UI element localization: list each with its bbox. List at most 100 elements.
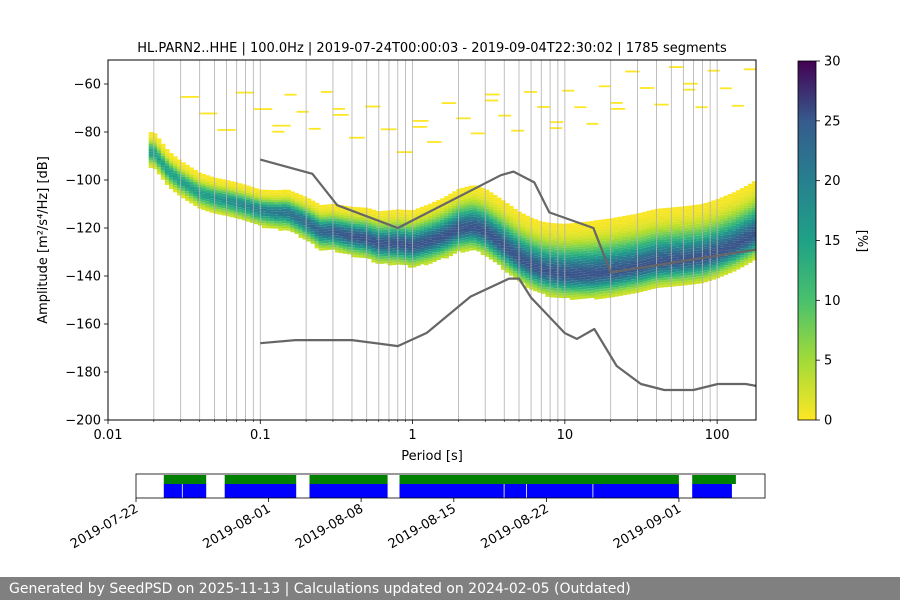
heatmap-cell <box>513 213 518 217</box>
heatmap-cell <box>561 252 567 255</box>
heatmap-cell <box>245 197 251 200</box>
heatmap-cell <box>440 251 445 254</box>
heatmap-cell <box>391 257 397 261</box>
heatmap-cell <box>521 228 526 231</box>
heatmap-cell <box>338 217 344 220</box>
heatmap-cell <box>658 215 664 219</box>
heatmap-cell <box>181 191 186 194</box>
heatmap-cell <box>355 245 360 248</box>
heatmap-cell <box>594 289 599 293</box>
heatmap-cell <box>695 235 700 239</box>
heatmap-cell <box>343 232 348 235</box>
heatmap-cell <box>504 253 510 256</box>
heatmap-cell <box>253 207 259 210</box>
heatmap-cell <box>549 244 555 248</box>
heatmap-cell <box>695 255 700 258</box>
heatmap-cell <box>642 238 648 241</box>
heatmap-cell <box>306 239 312 242</box>
colorbar <box>797 60 817 421</box>
heatmap-cell <box>590 230 595 234</box>
heatmap-cell <box>476 239 482 242</box>
heatmap-cell <box>658 280 664 283</box>
heatmap-cell <box>695 250 700 253</box>
heatmap-cell <box>375 246 381 250</box>
heatmap-cell <box>460 247 466 251</box>
heatmap-cell <box>573 261 579 264</box>
heatmap-cell <box>399 214 405 217</box>
heatmap-cell <box>383 251 389 254</box>
heatmap-cell <box>318 224 324 227</box>
heatmap-cell <box>164 175 170 178</box>
heatmap-cell <box>460 207 466 210</box>
heatmap-cell <box>419 247 425 250</box>
heatmap-cell <box>683 254 688 257</box>
heatmap-cell <box>577 260 583 264</box>
heatmap-cell <box>687 234 692 237</box>
heatmap-cell <box>253 190 259 193</box>
heatmap-cell <box>338 207 344 210</box>
heatmap-cell <box>411 243 417 246</box>
heatmap-cell <box>573 287 579 290</box>
heatmap-cell <box>590 245 595 248</box>
heatmap-cell <box>614 277 619 280</box>
heatmap-cell <box>594 294 599 298</box>
heatmap-cell <box>598 236 603 239</box>
heatmap-cell <box>626 284 632 288</box>
heatmap-cell <box>286 216 291 219</box>
heatmap-cell <box>606 233 611 236</box>
heatmap-cell <box>675 214 680 217</box>
heatmap-cell <box>553 256 559 260</box>
heatmap-cell <box>326 233 332 236</box>
heatmap-cell <box>537 242 543 245</box>
heatmap-cell <box>399 248 405 251</box>
heatmap-cell <box>379 256 385 260</box>
heatmap-cell <box>723 222 729 225</box>
heatmap-cell <box>743 202 749 206</box>
heatmap-cell <box>747 229 753 232</box>
heatmap-cell <box>565 237 571 241</box>
heatmap-cell <box>630 262 636 265</box>
heatmap-cell <box>436 233 441 237</box>
heatmap-cell <box>233 196 239 199</box>
heatmap-cell <box>290 215 296 218</box>
heatmap-cell <box>517 269 522 272</box>
heatmap-cell <box>654 266 660 269</box>
heatmap-cell <box>622 218 628 221</box>
heatmap-cell <box>484 194 490 197</box>
heatmap-cell <box>533 224 538 227</box>
date-tick-label: 2019-07-22 <box>68 501 141 552</box>
heatmap-cell <box>185 188 190 192</box>
heatmap-cell <box>707 268 713 272</box>
heatmap-cell <box>399 252 405 256</box>
heatmap-cell <box>711 262 717 266</box>
heatmap-cell <box>618 288 623 292</box>
heatmap-cell <box>476 225 482 228</box>
heatmap-cell <box>529 277 534 281</box>
heatmap-cell <box>444 215 449 218</box>
heatmap-cell <box>419 225 425 229</box>
heatmap-cell <box>452 220 457 223</box>
heatmap-cell <box>375 258 381 262</box>
heatmap-cell <box>511 129 525 132</box>
heatmap-cell <box>193 191 198 194</box>
heatmap-cell <box>379 227 385 231</box>
heatmap-cell <box>496 219 502 222</box>
heatmap-cell <box>594 280 599 283</box>
heatmap-cell <box>164 153 170 157</box>
heatmap-cell <box>233 191 239 195</box>
heatmap-cell <box>460 221 466 224</box>
heatmap-cell <box>614 250 619 254</box>
heatmap-cell <box>436 245 441 249</box>
heatmap-cell <box>504 219 510 223</box>
heatmap-cell <box>509 217 514 221</box>
heatmap-cell <box>642 286 648 289</box>
heatmap-cell <box>695 226 700 229</box>
heatmap-cell <box>529 234 534 237</box>
heatmap-cell <box>525 282 530 286</box>
heatmap-cell <box>618 243 623 246</box>
heatmap-cell <box>484 247 490 250</box>
heatmap-cell <box>347 211 352 214</box>
heatmap-cell <box>415 225 421 228</box>
heatmap-cell <box>152 166 158 170</box>
heatmap-cell <box>217 178 223 182</box>
